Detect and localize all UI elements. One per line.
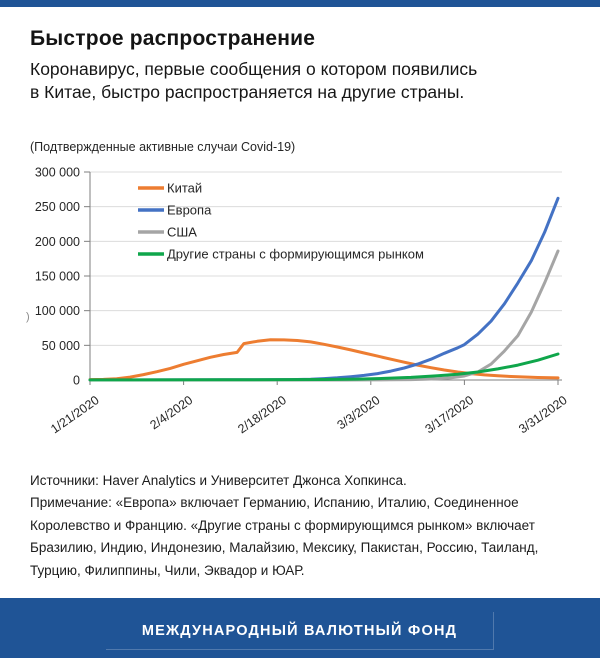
y-tick-label: 300 000: [35, 166, 80, 180]
page-title: Быстрое распространение: [30, 27, 316, 50]
covid-line-chart: 300 000 250 000 200 000 150 000 100 000 50 00…: [35, 166, 570, 437]
y-tick-label: 150 000: [35, 270, 80, 284]
y-tick-label: 50 000: [42, 339, 80, 353]
y-tick-label: 0: [73, 374, 80, 388]
text-line: Примечание: «Европа» включает Германию, …: [30, 495, 519, 511]
x-tick-label: 3/31/2020: [516, 393, 570, 436]
text-line: Турцию, Филиппины, Чили, Эквадор и ЮАР.: [30, 562, 305, 578]
text-line: Королевство и Францию. «Другие страны с …: [30, 517, 535, 533]
page-subtitle: Коронавирус, первые сообщения о котором …: [30, 58, 570, 104]
text-line: в Китае, быстро распространяется на друг…: [30, 82, 465, 102]
top-accent-bar: [0, 0, 600, 7]
footer-box: МЕЖДУНАРОДНЫЙ ВАЛЮТНЫЙ ФОНД: [106, 612, 494, 650]
legend-label-1: Европа: [167, 203, 212, 218]
text-line: Бразилию, Индию, Индонезию, Малайзию, Ме…: [30, 540, 539, 556]
x-tick-label: 2/4/2020: [147, 393, 195, 432]
footer-bar: МЕЖДУНАРОДНЫЙ ВАЛЮТНЫЙ ФОНД: [0, 598, 600, 658]
x-tick-label: 2/18/2020: [235, 393, 289, 436]
series-line-2: [88, 249, 560, 382]
source-note: Источники: Haver Analytics и Университет…: [30, 470, 585, 582]
series-line-1: [88, 196, 560, 382]
stray-paren-artifact: ): [26, 311, 30, 323]
legend-label-0: Китай: [167, 181, 202, 196]
y-tick-label: 100 000: [35, 304, 80, 318]
x-tick-label: 3/17/2020: [423, 393, 477, 436]
footer-label: МЕЖДУНАРОДНЫЙ ВАЛЮТНЫЙ ФОНД: [141, 622, 458, 639]
text-line: Коронавирус, первые сообщения о котором …: [30, 59, 478, 79]
x-tick-label: 3/3/2020: [335, 393, 383, 432]
text-line: Источники: Haver Analytics и Университет…: [30, 473, 407, 488]
legend-label-2: США: [167, 225, 197, 240]
series-line-3: [88, 352, 560, 382]
legend-label-3: Другие страны с формирующимся рынком: [167, 247, 424, 262]
y-tick-label: 200 000: [35, 235, 80, 249]
y-tick-label: 250 000: [35, 200, 80, 214]
chart-axis-note: (Подтвержденные активные случаи Covid-19…: [30, 140, 296, 154]
x-tick-label: 1/21/2020: [48, 393, 102, 436]
